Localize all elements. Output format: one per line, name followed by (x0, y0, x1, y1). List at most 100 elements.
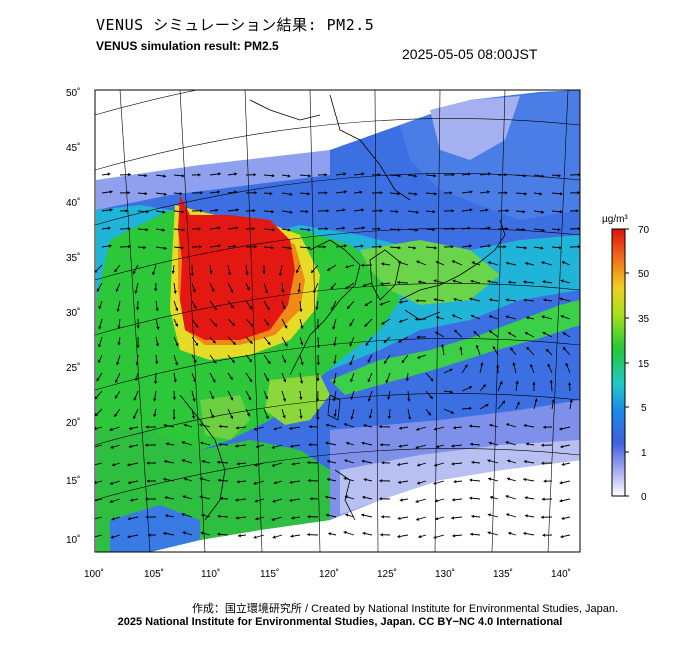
wind-arrowhead (227, 272, 232, 276)
wind-arrowhead (182, 228, 185, 232)
wind-arrowhead (381, 515, 384, 519)
wind-arrowhead (195, 324, 199, 328)
wind-arrowhead (381, 262, 385, 266)
wind-arrowhead (163, 246, 167, 250)
wind-arrowhead (117, 342, 121, 346)
wind-arrowhead (333, 343, 337, 347)
wind-arrowhead (289, 480, 293, 484)
wind-arrowhead (163, 423, 167, 428)
wind-arrowhead (450, 245, 454, 249)
wind-arrowhead (181, 512, 185, 517)
wind-arrowhead (343, 476, 347, 481)
wind-arrowhead (307, 246, 311, 250)
wind-arrowhead (416, 517, 420, 521)
wind-arrowhead (231, 359, 235, 363)
wind-arrowhead (180, 246, 184, 250)
wind-arrowhead (108, 244, 112, 248)
wind-arrowhead (381, 321, 385, 325)
wind-arrowhead (414, 192, 418, 196)
wind-arrowhead (235, 208, 239, 212)
wind-arrowhead (560, 534, 564, 539)
wind-arrowhead (480, 362, 484, 366)
wind-arrowhead (125, 209, 129, 213)
wind-arrowhead (360, 244, 364, 248)
wind-arrowhead (307, 228, 311, 232)
wind-arrowhead (432, 209, 436, 214)
wind-arrowhead (219, 496, 223, 501)
wind-arrowhead (489, 330, 493, 334)
wind-arrowhead (362, 226, 365, 230)
wind-arrowhead (523, 477, 527, 482)
wind-arrowhead (324, 191, 328, 195)
wind-arrowhead (98, 326, 102, 330)
wind-arrowhead (487, 513, 491, 517)
wind-arrowhead (379, 497, 382, 501)
wind-arrowhead (359, 190, 363, 194)
lon-label: 125˚ (377, 568, 397, 580)
wind-arrowhead (452, 498, 455, 502)
wind-arrowhead (470, 532, 474, 536)
wind-arrowhead (542, 280, 546, 284)
wind-arrowhead (343, 190, 347, 194)
wind-arrowhead (523, 423, 527, 428)
wind-arrowhead (379, 302, 383, 306)
wind-arrowhead (300, 325, 304, 329)
wind-arrowhead (299, 309, 303, 312)
wind-arrowhead (468, 406, 472, 411)
colorbar-tick: 70 (638, 225, 650, 236)
wind-arrowhead (271, 463, 275, 467)
wind-arrowhead (557, 227, 561, 232)
wind-arrowhead (487, 244, 491, 248)
wind-arrowhead (127, 227, 131, 231)
wind-arrow (95, 534, 103, 538)
wind-arrowhead (289, 498, 293, 502)
wind-arrowhead (451, 462, 455, 466)
wind-arrowhead (271, 445, 275, 449)
wind-arrowhead (543, 425, 546, 429)
lon-label: 115˚ (260, 568, 279, 580)
wind-arrowhead (436, 444, 440, 449)
wind-arrowhead (559, 192, 563, 196)
wind-arrowhead (526, 347, 530, 351)
wind-arrowhead (433, 481, 437, 485)
wind-arrowhead (152, 271, 156, 275)
wind-arrowhead (541, 228, 545, 232)
wind-arrowhead (515, 380, 519, 384)
wind-arrowhead (470, 442, 473, 446)
wind-arrowhead (254, 499, 258, 503)
wind-arrowhead (471, 261, 475, 265)
wind-arrowhead (235, 498, 239, 502)
wind-arrowhead (487, 261, 491, 265)
wind-arrowhead (191, 415, 196, 419)
wind-arrowhead (307, 532, 310, 537)
wind-arrowhead (523, 531, 527, 536)
wind-arrowhead (128, 444, 132, 449)
wind-arrowhead (361, 513, 365, 517)
wind-arrowhead (541, 210, 545, 214)
wind-arrowhead (326, 459, 330, 464)
wind-arrowhead (273, 481, 277, 485)
wind-arrowhead (163, 477, 167, 482)
wind-arrowhead (135, 307, 140, 311)
wind-arrowhead (315, 398, 320, 402)
wind-arrowhead (559, 499, 563, 503)
wind-arrowhead (578, 245, 580, 249)
wind-arrowhead (313, 289, 317, 293)
wind-arrowhead (331, 307, 335, 311)
wind-arrowhead (300, 342, 304, 346)
wind-arrowhead (153, 381, 158, 384)
wind-arrowhead (95, 413, 99, 417)
wind-arrowhead (136, 325, 140, 329)
wind-arrow (95, 480, 103, 484)
wind-arrowhead (135, 377, 139, 381)
wind-arrowhead (114, 413, 118, 417)
wind-arrowhead (109, 427, 113, 432)
wind-arrowhead (199, 245, 202, 249)
wind-arrowhead (569, 399, 573, 403)
wind-arrowhead (344, 423, 347, 427)
wind-arrowhead (192, 289, 196, 293)
wind-arrowhead (164, 496, 168, 500)
wind-arrowhead (471, 514, 475, 519)
wind-arrowhead (414, 174, 417, 178)
wind-arrowhead (201, 513, 205, 518)
